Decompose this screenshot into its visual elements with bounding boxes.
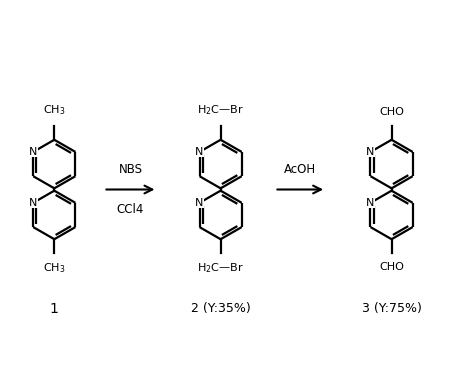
Text: AcOH: AcOH xyxy=(284,163,316,177)
Text: N: N xyxy=(366,198,374,208)
Text: N: N xyxy=(195,147,204,157)
Text: 3 (Y:75%): 3 (Y:75%) xyxy=(362,302,421,315)
Text: N: N xyxy=(29,198,37,208)
Text: CH$_3$: CH$_3$ xyxy=(43,103,65,117)
Text: N: N xyxy=(29,147,37,157)
Text: 1: 1 xyxy=(50,302,59,316)
Text: N: N xyxy=(195,198,204,208)
Text: CHO: CHO xyxy=(379,107,404,117)
Text: CCl4: CCl4 xyxy=(117,202,144,216)
Text: CHO: CHO xyxy=(379,262,404,272)
Text: CH$_3$: CH$_3$ xyxy=(43,262,65,276)
Text: H$_2$C—Br: H$_2$C—Br xyxy=(197,262,244,276)
Text: 2 (Y:35%): 2 (Y:35%) xyxy=(191,302,250,315)
Text: NBS: NBS xyxy=(118,163,142,177)
Text: H$_2$C—Br: H$_2$C—Br xyxy=(197,103,244,117)
Text: N: N xyxy=(366,147,374,157)
